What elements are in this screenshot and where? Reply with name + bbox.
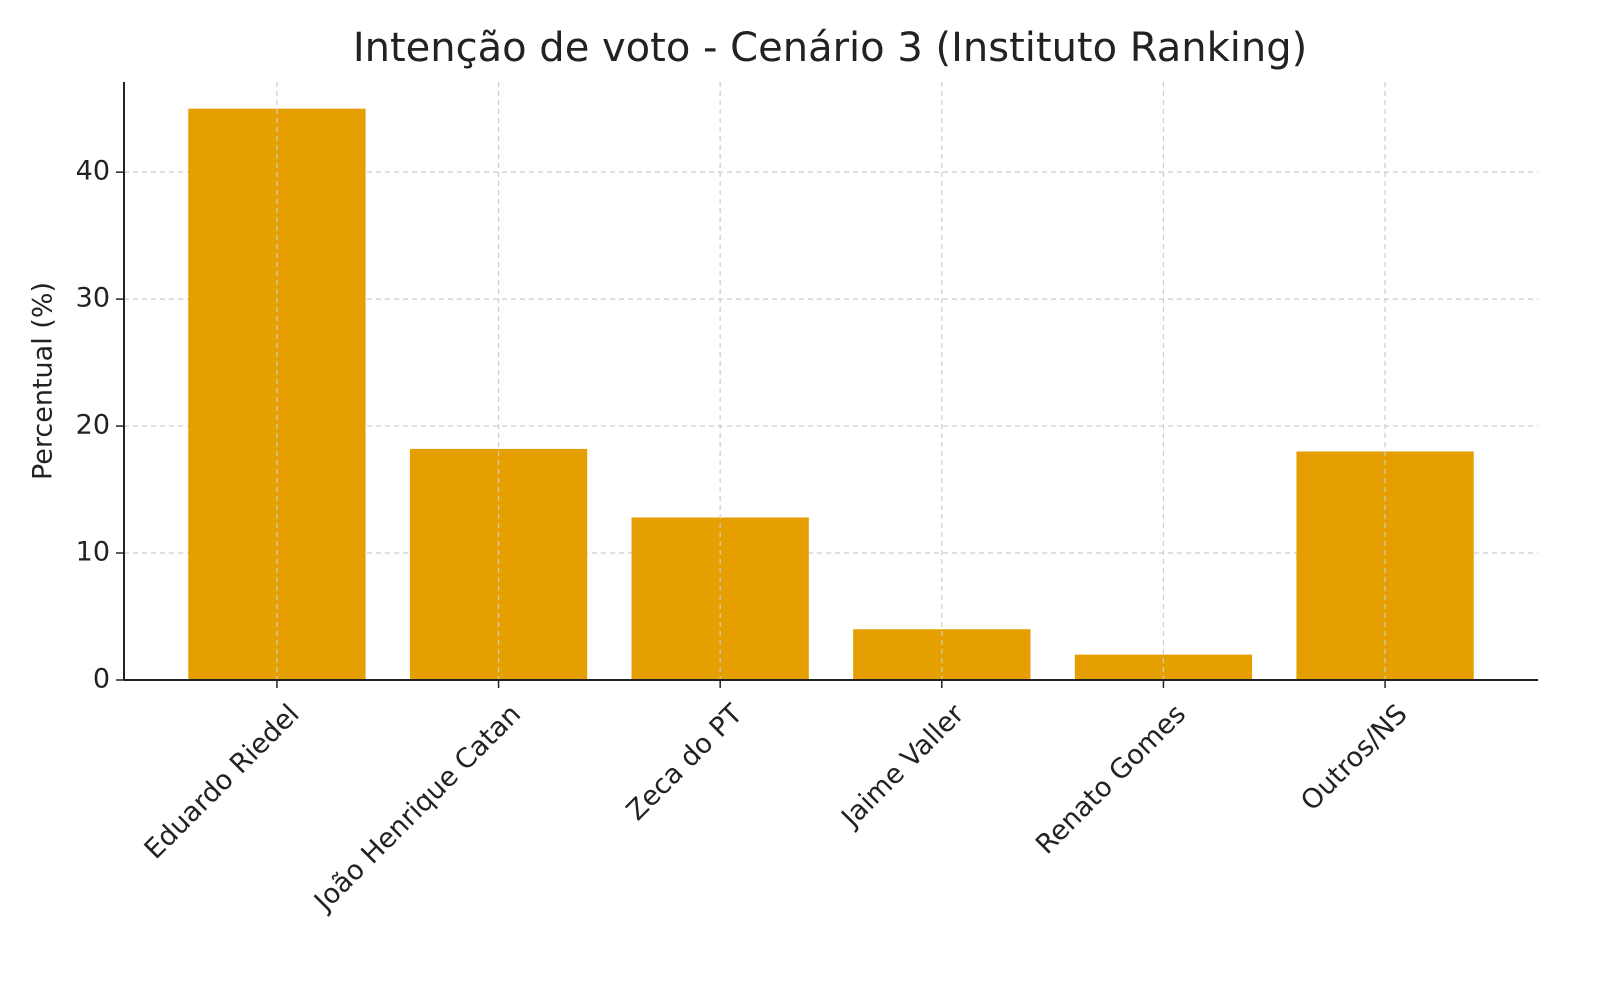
y-tick-label: 40 — [76, 156, 110, 187]
y-tick-label: 0 — [93, 664, 110, 695]
x-tick-label: Zeca do PT — [621, 698, 749, 826]
bar — [1296, 451, 1474, 680]
bar — [409, 448, 588, 680]
y-axis-label: Percentual (%) — [28, 282, 59, 480]
x-tick-label: Renato Gomes — [1030, 699, 1192, 861]
x-tick-label: João Henrique Catan — [307, 699, 527, 919]
bar — [853, 629, 1031, 680]
x-tick-label: Jaime Valler — [834, 698, 970, 834]
x-tick-label: Outros/NS — [1295, 699, 1413, 817]
y-tick-label: 30 — [76, 283, 110, 314]
y-tick-label: 20 — [76, 410, 110, 441]
x-tick-label: Eduardo Riedel — [139, 699, 306, 866]
y-tick-label: 10 — [76, 537, 110, 568]
chart-title: Intenção de voto - Cenário 3 (Instituto … — [353, 25, 1307, 71]
